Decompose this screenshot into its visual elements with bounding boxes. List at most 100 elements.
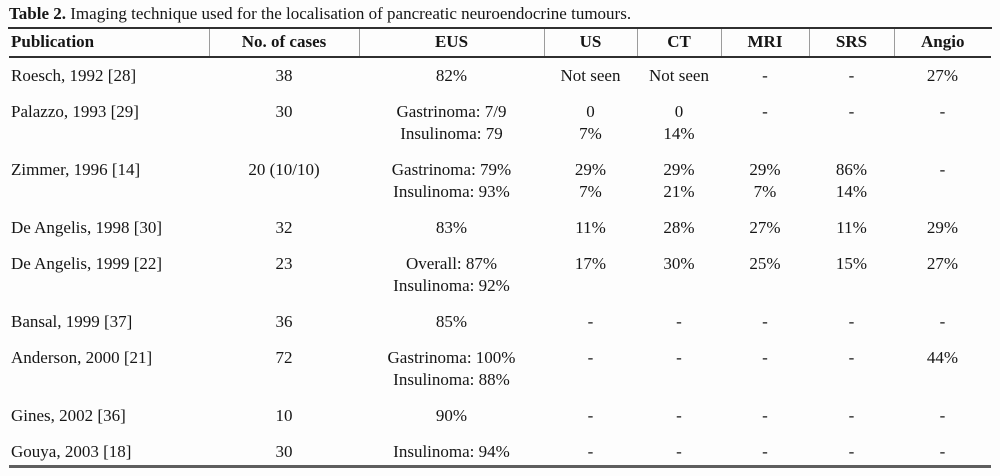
cell-line: - [587, 348, 594, 367]
mri-cell: 29% 7% [721, 152, 809, 210]
cell-line: - [762, 442, 768, 461]
col-header-srs: SRS [808, 29, 894, 58]
cell-line: - [939, 160, 946, 179]
publication-cell: Roesch, 1992 [28] [11, 66, 137, 85]
cases-cell: 32 [275, 218, 293, 237]
eus-cell: 82% [359, 57, 544, 94]
cell-line: 30% [663, 254, 695, 273]
col-header-mri: MRI [720, 29, 809, 58]
cell-line: 27% [749, 218, 781, 237]
table-row: Gines, 2002 [36] 10 90% - - - - - [9, 398, 991, 434]
cell-line: 15% [835, 254, 868, 273]
us-cell: 11% [544, 210, 637, 246]
cell-line: 0 [586, 102, 595, 121]
cell-line: 83% [435, 218, 468, 237]
col-header-cases: No. of cases [208, 29, 359, 58]
eus-cell: 85% [359, 304, 544, 340]
cell-line: 29% [926, 218, 959, 237]
cell-line: 17% [574, 254, 607, 273]
eus-cell: 83% [359, 210, 544, 246]
us-cell: Not seen [544, 57, 637, 94]
ct-cell: - [637, 434, 721, 468]
cell-line: 7% [579, 124, 602, 143]
col-header-publication: Publication [9, 29, 209, 58]
cell-line: - [762, 66, 768, 85]
cell-line: 82% [435, 66, 468, 85]
publication-cell: Gouya, 2003 [18] [9, 434, 209, 468]
cell-line: 7% [753, 182, 777, 201]
cell-line: 29% [749, 160, 781, 179]
mri-cell: - [721, 340, 809, 398]
us-cell: 0 7% [544, 94, 637, 152]
cell-line: 86% [835, 160, 868, 179]
cell-line: - [762, 312, 768, 331]
srs-cell: 86% 14% [809, 152, 894, 210]
us-cell: - [544, 304, 637, 340]
publication-cell: Gines, 2002 [36] [11, 406, 126, 425]
angio-cell: - [894, 434, 991, 468]
cell-line: 7% [579, 182, 602, 201]
cell-line: Insulinoma: 88% [393, 370, 510, 389]
table-row: De Angelis, 1998 [30] 32 83% 11% 28% 27%… [9, 210, 991, 246]
col-header-angio: Angio [893, 29, 991, 58]
angio-cell: 44% [894, 340, 991, 398]
srs-cell: - [809, 340, 894, 398]
table-body: Roesch, 1992 [28] 38 82% Not seen Not se… [9, 57, 991, 468]
ct-cell: - [637, 340, 721, 398]
cell-line: - [762, 406, 768, 425]
cell-line: 90% [435, 406, 468, 425]
angio-cell: - [894, 152, 991, 210]
cell-line: - [676, 348, 682, 367]
table-caption: Table 2. Imaging technique used for the … [8, 3, 992, 29]
cell-line: - [848, 406, 855, 425]
cell-line: 85% [435, 312, 468, 331]
mri-cell: 27% [721, 210, 809, 246]
table-row: Roesch, 1992 [28] 38 82% Not seen Not se… [9, 57, 991, 94]
srs-cell: - [809, 304, 894, 340]
cell-line: 29% [663, 160, 695, 179]
table-header: Publication No. of cases EUS US CT MRI S… [9, 29, 991, 58]
mri-cell: - [721, 304, 809, 340]
angio-cell: - [894, 94, 991, 152]
cell-line: 0 [674, 102, 684, 121]
cell-line: Overall: 87% [405, 254, 498, 273]
cases-cell: 30 [275, 102, 293, 121]
paper-table-page: Table 2. Imaging technique used for the … [8, 0, 992, 468]
cell-line: Gastrinoma: 7/9 [396, 102, 507, 121]
cell-line: - [848, 442, 855, 461]
eus-cell: Gastrinoma: 100% Insulinoma: 88% [359, 340, 544, 398]
cell-line: - [848, 348, 855, 367]
angio-cell: 29% [894, 210, 991, 246]
angio-cell: 27% [894, 246, 991, 304]
publication-cell: Zimmer, 1996 [14] [11, 160, 141, 179]
cell-line: 44% [926, 348, 959, 367]
cell-line: - [587, 312, 594, 331]
srs-cell: 15% [809, 246, 894, 304]
cell-line: - [939, 442, 946, 461]
cell-line: 25% [749, 254, 781, 273]
cell-line: - [676, 442, 682, 461]
mri-cell: - [721, 94, 809, 152]
cases-cell: 38 [275, 66, 293, 85]
cell-line: - [762, 348, 768, 367]
cell-line: - [676, 406, 682, 425]
cell-line: 27% [926, 66, 959, 85]
cell-line: - [848, 312, 855, 331]
us-cell: - [544, 398, 637, 434]
cell-line: Not seen [560, 66, 621, 85]
ct-cell: 30% [637, 246, 721, 304]
cell-line: - [848, 102, 855, 121]
eus-cell: 90% [359, 398, 544, 434]
us-cell: - [544, 340, 637, 398]
cell-line: Insulinoma: 92% [393, 276, 510, 295]
cell-line: Gastrinoma: 100% [387, 348, 516, 367]
cell-line: 14% [835, 182, 868, 201]
col-header-ct: CT [636, 29, 721, 58]
cell-line: - [762, 102, 768, 121]
cases-cell: 72 [275, 348, 293, 367]
publication-cell: De Angelis, 1999 [22] [11, 254, 163, 273]
table-caption-number: Table 2. [9, 4, 67, 23]
table-row: Gouya, 2003 [18] 30 Insulinoma: 94% - - … [9, 434, 991, 468]
cell-line: - [939, 312, 946, 331]
cell-line: Insulinoma: 94% [393, 442, 510, 461]
